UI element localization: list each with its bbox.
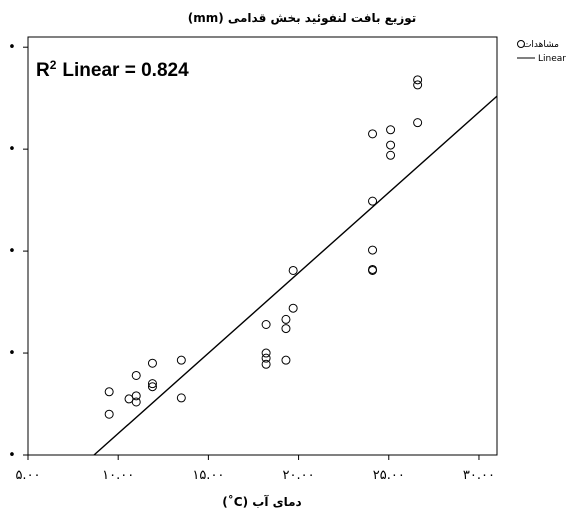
data-point <box>176 393 186 403</box>
data-point <box>261 320 271 330</box>
y-tick-label: • <box>8 244 16 259</box>
data-point <box>281 355 291 365</box>
legend-label-observations: مشاهدات <box>523 40 559 50</box>
y-tick-label: • <box>8 448 16 463</box>
data-point <box>131 397 141 407</box>
r2-label: R <box>36 60 50 81</box>
data-points <box>104 75 423 419</box>
data-point <box>261 359 271 369</box>
data-point <box>413 80 423 90</box>
data-point <box>147 358 157 368</box>
data-point <box>131 370 141 380</box>
x-axis-title: دمای آب (C˚) <box>222 494 301 509</box>
data-point <box>386 150 396 160</box>
fit-line-layer <box>93 95 498 456</box>
data-point <box>147 382 157 392</box>
legend: مشاهدات Linear <box>517 40 566 64</box>
x-tick-label: ۱۵.۰۰ <box>192 468 224 483</box>
r2-superscript: 2 <box>50 58 57 72</box>
data-point <box>368 265 378 275</box>
data-point <box>386 140 396 150</box>
x-tick-label: ۱۰.۰۰ <box>102 468 134 483</box>
data-point <box>288 303 298 313</box>
y-axis-ticks: • • • • • <box>8 40 28 463</box>
data-point <box>176 355 186 365</box>
r2-annotation: R2 Linear = 0.824 <box>36 58 189 81</box>
data-point <box>368 196 378 206</box>
data-point <box>368 129 378 139</box>
data-point <box>281 314 291 324</box>
linear-fit-line <box>93 95 498 456</box>
plot-frame <box>27 36 498 456</box>
x-tick-label: ۳۰.۰۰ <box>463 468 495 483</box>
y-tick-label: • <box>8 346 16 361</box>
plot-area <box>27 36 498 456</box>
y-tick-label: • <box>8 142 16 157</box>
chart-title: توزیع بافت لنفوئید بخش قدامی (mm) <box>188 11 417 26</box>
data-point <box>368 245 378 255</box>
x-tick-label: ۵.۰۰ <box>15 468 40 483</box>
data-point <box>413 75 423 85</box>
data-point <box>261 353 271 363</box>
data-point <box>131 391 141 401</box>
x-axis-ticks: ۵.۰۰ ۱۰.۰۰ ۱۵.۰۰ ۲۰.۰۰ ۲۵.۰۰ ۳۰.۰۰ <box>15 455 495 483</box>
data-point <box>104 387 114 397</box>
data-point <box>288 265 298 275</box>
r2-value: Linear = 0.824 <box>62 60 189 81</box>
data-point <box>261 348 271 358</box>
legend-label-linear: Linear <box>538 54 566 64</box>
data-point <box>413 118 423 128</box>
data-point <box>386 125 396 135</box>
data-point <box>104 409 114 419</box>
legend-marker-observations <box>517 40 525 48</box>
x-tick-label: ۲۰.۰۰ <box>283 468 315 483</box>
y-tick-label: • <box>8 40 16 55</box>
data-point <box>281 324 291 334</box>
x-tick-label: ۲۵.۰۰ <box>373 468 405 483</box>
data-point <box>147 379 157 389</box>
